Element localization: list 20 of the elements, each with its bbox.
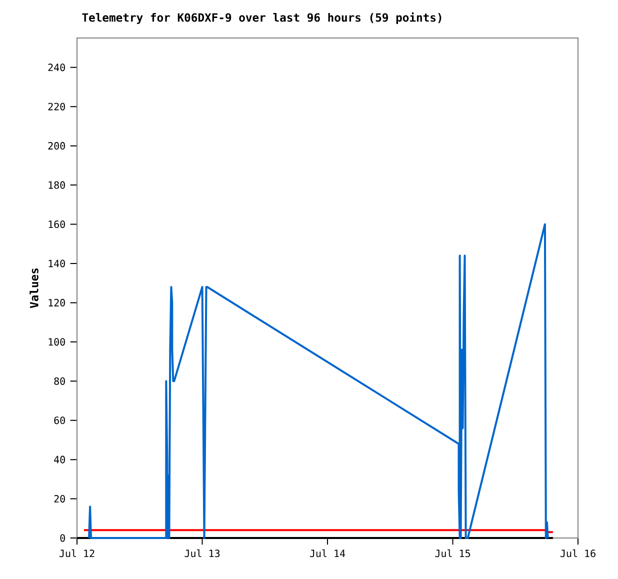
y-tick-label: 100 [48,338,65,346]
y-tick-label: 240 [48,64,65,72]
x-tick-label: Jul 15 [435,549,470,558]
y-tick-label: 0 [60,534,65,542]
y-axis-title: Values [30,268,38,308]
y-tick-label: 20 [54,495,65,503]
x-tick-label: Jul 12 [59,549,94,558]
y-tick-label: 120 [48,298,65,306]
y-tick-label: 160 [48,220,65,228]
y-tick-label: 200 [48,142,65,150]
chart-title: Telemetry for K06DXF-9 over last 96 hours (59 points) [82,12,442,24]
x-tick-label: Jul 13 [184,549,220,558]
x-tick-label: Jul 16 [560,549,596,558]
x-tick-label: Jul 14 [310,549,346,558]
y-tick-label: 80 [54,377,65,385]
y-tick-label: 60 [54,416,65,424]
y-tick-label: 40 [54,456,65,464]
y-tick-label: 180 [48,181,65,189]
y-tick-label: 220 [48,102,65,110]
y-tick-label: 140 [48,260,65,268]
